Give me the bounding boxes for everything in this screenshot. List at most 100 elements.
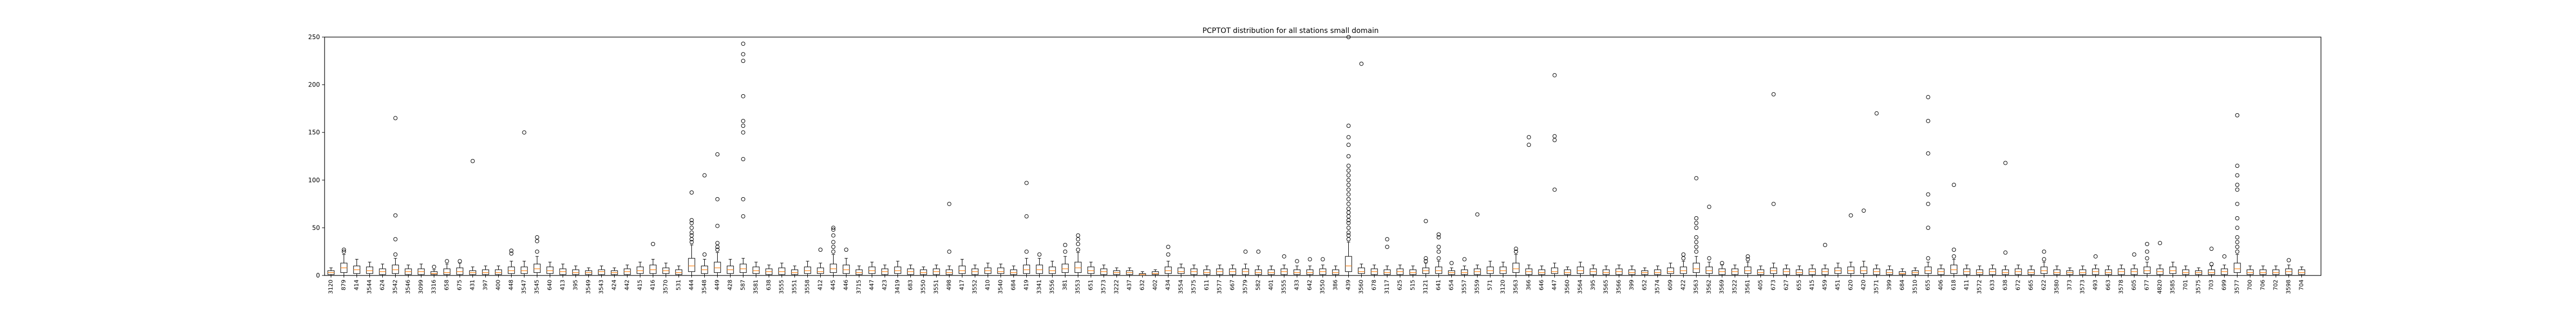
x-tick-label: 3121: [1422, 280, 1429, 294]
x-tick-label: 651: [1088, 280, 1094, 290]
box: [1602, 269, 1610, 275]
box: [572, 269, 580, 275]
x-tick-label: 3572: [1976, 280, 1983, 294]
outlier-point: [1694, 216, 1699, 220]
x-tick-label: 498: [946, 280, 953, 290]
outlier-point: [509, 251, 514, 256]
x-tick-label: 703: [2208, 280, 2215, 290]
outlier-point: [1926, 95, 1930, 99]
box: [997, 267, 1005, 274]
x-tick-label: 493: [2092, 280, 2099, 290]
outlier-point: [1694, 226, 1699, 230]
outlier-point: [2145, 241, 2149, 246]
outlier-point: [2042, 249, 2046, 254]
x-tick-label: 665: [2028, 280, 2035, 290]
x-tick-label: 444: [688, 280, 695, 290]
outlier-point: [1552, 73, 1557, 78]
outlier-point: [741, 52, 745, 57]
x-tick-label: 667: [1229, 280, 1236, 290]
x-tick-label: 640: [547, 280, 553, 290]
x-tick-label: 3573: [2079, 280, 2086, 294]
box: [2040, 266, 2048, 274]
outlier-point: [1346, 143, 1351, 147]
outlier-point: [2235, 113, 2240, 117]
x-tick-label: 447: [869, 280, 875, 290]
x-tick-label: 3580: [2054, 280, 2060, 294]
outlier-point: [2235, 245, 2240, 249]
x-tick-label: 618: [1951, 280, 1957, 290]
outlier-point: [947, 249, 952, 254]
box: [1061, 264, 1069, 273]
outlier-point: [741, 124, 745, 128]
x-tick-label: 699: [2221, 280, 2228, 290]
outlier-point: [1707, 256, 1711, 261]
x-tick-label: 3585: [2170, 280, 2176, 294]
box: [2079, 269, 2087, 275]
box: [1023, 265, 1030, 274]
outlier-point: [1926, 118, 1930, 123]
outlier-point: [2209, 247, 2214, 251]
box: [1795, 269, 1803, 275]
x-tick-label: 633: [1989, 280, 1996, 290]
outlier-point: [1320, 257, 1325, 262]
x-tick-label: 571: [1487, 280, 1494, 290]
x-tick-label: 446: [843, 280, 850, 290]
outlier-point: [1346, 226, 1351, 230]
box: [1267, 269, 1275, 275]
x-tick-label: 3561: [1744, 280, 1751, 294]
x-tick-label: 3550: [1319, 280, 1326, 294]
x-tick-label: 386: [1332, 280, 1339, 290]
x-tick-label: 445: [830, 280, 837, 290]
box: [1087, 266, 1095, 274]
x-tick-label: 433: [1294, 280, 1300, 290]
box: [1461, 269, 1468, 275]
outlier-point: [393, 237, 398, 241]
x-tick-label: 3117: [1384, 280, 1391, 294]
outlier-point: [1024, 249, 1029, 254]
box: [1486, 266, 1494, 274]
box: [1074, 262, 1082, 273]
outlier-point: [1527, 143, 1531, 147]
x-tick-label: 417: [959, 280, 965, 290]
outlier-point: [2235, 173, 2240, 178]
outlier-point: [1694, 240, 1699, 245]
outlier-point: [1346, 168, 1351, 173]
box: [430, 271, 438, 275]
x-tick-label: 702: [2273, 280, 2279, 290]
box: [714, 262, 721, 273]
outlier-point: [535, 235, 539, 239]
box: [1010, 269, 1018, 275]
outlier-point: [651, 241, 655, 246]
box: [1332, 269, 1340, 275]
box: [817, 267, 824, 274]
x-tick-label: 632: [1139, 280, 1146, 290]
outlier-point: [1295, 259, 1299, 264]
outlier-point: [1694, 221, 1699, 226]
box: [868, 266, 876, 274]
outlier-point: [1694, 235, 1699, 239]
box: [1499, 266, 1507, 274]
x-tick-label: 3544: [366, 280, 373, 294]
outlier-point: [470, 159, 475, 163]
box: [2053, 269, 2061, 275]
outlier-point: [1346, 183, 1351, 187]
box: [1383, 269, 1391, 275]
outlier-point: [2093, 254, 2098, 258]
outlier-point: [741, 94, 745, 98]
x-tick-label: 701: [2182, 280, 2189, 290]
box: [1345, 256, 1352, 272]
outlier-point: [689, 190, 694, 195]
box: [1538, 269, 1546, 275]
outlier-point: [2235, 235, 2240, 239]
box: [945, 269, 953, 275]
box: [1757, 269, 1765, 275]
box: [482, 269, 489, 275]
box: [456, 267, 464, 275]
outlier-point: [831, 228, 836, 232]
x-tick-label: 3578: [2118, 280, 2125, 294]
outlier-point: [1694, 249, 1699, 254]
x-tick-label: 3540: [997, 280, 1004, 294]
x-tick-label: 683: [907, 280, 914, 290]
box: [1255, 269, 1262, 275]
outlier-point: [445, 259, 449, 264]
